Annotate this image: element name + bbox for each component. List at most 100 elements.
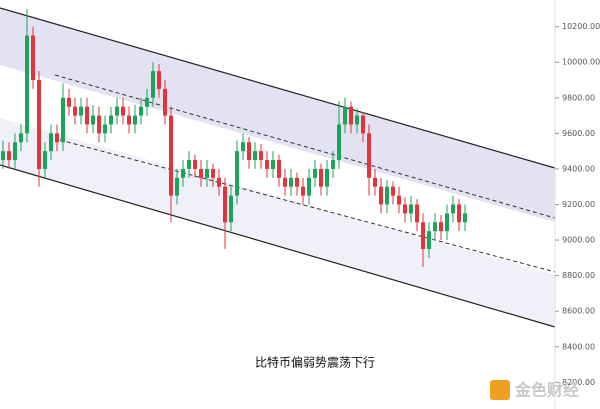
- y-tick-label: 8400.00: [562, 342, 595, 351]
- candle-body: [331, 160, 335, 169]
- candle-body: [463, 213, 467, 223]
- candle-body: [319, 168, 323, 187]
- candle-body: [355, 115, 359, 125]
- candle-body: [349, 106, 353, 125]
- y-tick-label: 10200.00: [562, 22, 600, 31]
- candle-body: [115, 106, 119, 116]
- candle-body: [67, 97, 71, 107]
- candle-body: [181, 168, 185, 178]
- y-tick-label: 9200.00: [562, 200, 595, 209]
- candle-body: [361, 115, 365, 134]
- candle-body: [265, 160, 269, 169]
- candle-body: [337, 124, 341, 161]
- candle-body: [271, 160, 275, 169]
- candle-body: [379, 186, 383, 205]
- candle-body: [391, 186, 395, 196]
- candle-body: [145, 97, 149, 107]
- candle-body: [25, 35, 29, 134]
- candle-body: [127, 115, 131, 125]
- candle-body: [37, 80, 41, 169]
- watermark: 金色财经: [490, 380, 579, 400]
- candle-body: [385, 186, 389, 205]
- candle-body: [169, 115, 173, 196]
- y-tick-label: 10000.00: [562, 58, 600, 67]
- y-tick-label: 9600.00: [562, 129, 595, 138]
- candle-body: [229, 195, 233, 223]
- candle-body: [139, 106, 143, 116]
- candle-body: [217, 177, 221, 187]
- annotation: 比特币偏弱势震荡下行: [255, 355, 375, 370]
- candle-body: [343, 106, 347, 125]
- candle-body: [409, 204, 413, 214]
- candle-body: [199, 168, 203, 178]
- candle-body: [295, 177, 299, 187]
- candle-body: [43, 151, 47, 169]
- candle-body: [55, 133, 59, 143]
- candle-body: [187, 160, 191, 169]
- candle-body: [247, 142, 251, 161]
- candle-body: [157, 71, 161, 89]
- upper-band: [0, 8, 555, 222]
- mid-line-lower: [59, 139, 556, 273]
- candle-body: [91, 115, 95, 125]
- lower-band: [0, 118, 555, 327]
- y-tick-label: 9000.00: [562, 236, 595, 245]
- candle-body: [283, 177, 287, 187]
- candle-body: [325, 168, 329, 187]
- y-tick-label: 9400.00: [562, 164, 595, 173]
- candle-body: [313, 168, 317, 178]
- candle-body: [367, 133, 371, 178]
- y-tick-label: 8600.00: [562, 307, 595, 316]
- candle-body: [235, 151, 239, 196]
- candle-body: [223, 186, 227, 223]
- candle-body: [79, 106, 83, 116]
- candle-body: [289, 177, 293, 187]
- candle-body: [427, 231, 431, 249]
- candle-body: [163, 88, 167, 116]
- candle-body: [1, 151, 5, 161]
- candle-body: [397, 195, 401, 205]
- candle-body: [49, 133, 53, 152]
- candle-body: [403, 204, 407, 214]
- candle-body: [433, 222, 437, 232]
- candle-body: [439, 222, 443, 232]
- candle-body: [61, 97, 65, 143]
- candle-body: [277, 160, 281, 178]
- candle-body: [7, 151, 11, 161]
- candle-body: [373, 177, 377, 187]
- candle-body: [211, 168, 215, 178]
- candle-body: [421, 222, 425, 249]
- candle-body: [175, 177, 179, 196]
- candle-body: [253, 151, 257, 161]
- candle-body: [259, 151, 263, 161]
- channel-top: [0, 7, 556, 169]
- candle-body: [133, 115, 137, 125]
- candle-body: [19, 133, 23, 143]
- candle-body: [97, 115, 101, 134]
- candle-body: [73, 106, 77, 116]
- y-tick-label: 8800.00: [562, 271, 595, 280]
- candle-body: [109, 115, 113, 125]
- watermark-text: 金色财经: [514, 381, 579, 400]
- channels: [0, 7, 556, 328]
- candle-body: [151, 71, 155, 98]
- candle-body: [415, 204, 419, 223]
- candle-body: [457, 204, 461, 223]
- candle-body: [241, 142, 245, 152]
- candle-body: [85, 106, 89, 125]
- candle-body: [193, 160, 197, 169]
- candle-body: [445, 213, 449, 232]
- candle-body: [13, 142, 17, 161]
- y-tick-label: 9800.00: [562, 93, 595, 102]
- mid-line: [54, 74, 556, 219]
- logo: [490, 380, 510, 400]
- candle-body: [205, 168, 209, 178]
- candle-body: [301, 186, 305, 196]
- candle-body: [451, 204, 455, 214]
- candle-body: [307, 177, 311, 196]
- y-tick-label: 8200.00: [562, 378, 595, 387]
- channel-bottom: [0, 164, 556, 328]
- candle-body: [103, 124, 107, 134]
- candle-body: [31, 35, 35, 81]
